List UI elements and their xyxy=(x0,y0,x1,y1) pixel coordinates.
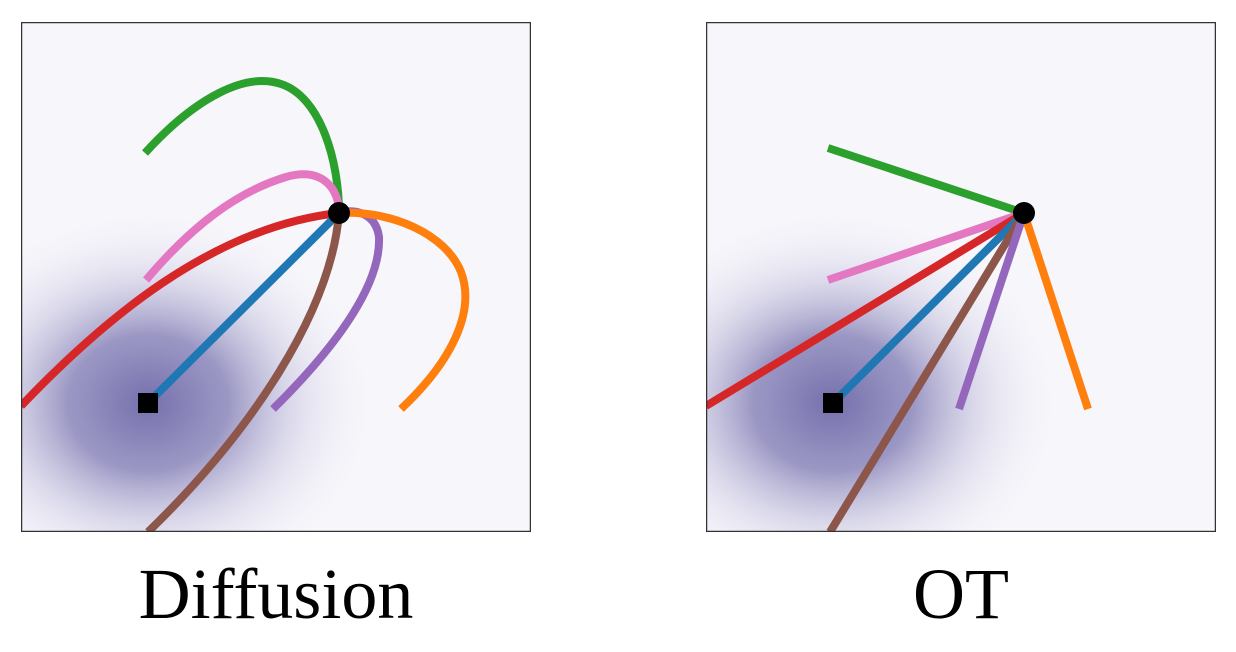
source-square-marker xyxy=(138,393,158,413)
path-pink xyxy=(142,170,343,283)
diffusion-panel xyxy=(21,22,531,532)
path-purple xyxy=(955,211,1028,411)
path-blue xyxy=(830,210,1027,406)
path-pink xyxy=(826,209,1026,284)
target-circle-marker xyxy=(1013,202,1035,224)
source-square-marker xyxy=(823,393,843,413)
path-brown xyxy=(145,212,343,532)
path-brown xyxy=(826,210,1028,532)
diffusion-caption: Diffusion xyxy=(138,554,414,634)
path-red xyxy=(706,209,1027,410)
ot-caption: OT xyxy=(913,554,1009,634)
ot-panel xyxy=(706,22,1216,532)
target-circle-marker xyxy=(328,202,350,224)
diffusion-plot xyxy=(21,22,531,532)
path-green xyxy=(142,77,343,214)
path-orange xyxy=(1020,211,1092,411)
ot-plot xyxy=(706,22,1216,532)
path-red xyxy=(21,209,340,409)
path-green xyxy=(826,144,1026,217)
plot-frame xyxy=(706,22,1216,532)
path-blue xyxy=(145,210,342,406)
plot-frame xyxy=(21,22,531,532)
path-orange xyxy=(338,208,470,412)
